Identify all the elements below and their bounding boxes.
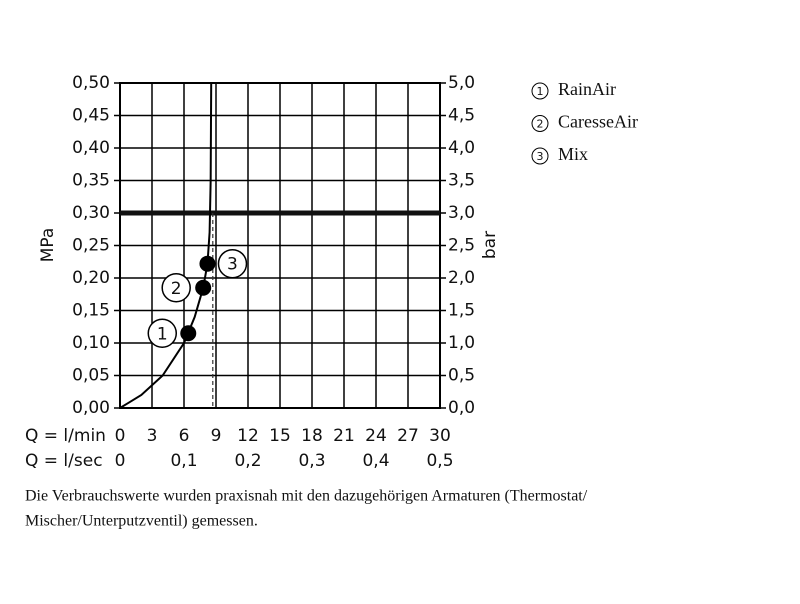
legend-label: CaresseAir: [558, 112, 638, 132]
legend-marker: [531, 82, 549, 100]
y2-tick-label: 2,5: [448, 236, 475, 256]
x-tick-label: 18: [301, 426, 323, 446]
legend-label: RainAir: [558, 79, 616, 99]
legend-marker-label: 3: [537, 150, 544, 163]
y2-tick-label: 1,5: [448, 301, 475, 321]
y2-tick-label: 1,0: [448, 333, 475, 353]
x2-tick-label: 0,2: [234, 451, 261, 471]
point-label: 1: [157, 324, 168, 344]
y-tick-label: 0,30: [72, 203, 110, 223]
x-tick-label: 27: [397, 426, 419, 446]
curve: [119, 82, 213, 409]
y-tick-label: 0,50: [72, 73, 110, 93]
x2-axis-label: Q = l/sec: [25, 451, 103, 471]
y-tick-label: 0,00: [72, 398, 110, 418]
point-label-circle: [161, 273, 191, 303]
x2-tick-label: 0,1: [170, 451, 197, 471]
y-tick-label: 0,05: [72, 366, 110, 386]
x-tick-label: 9: [211, 426, 222, 446]
y2-axis-label: bar: [480, 231, 500, 259]
x-tick-label: 24: [365, 426, 387, 446]
x2-tick-label: 0: [115, 451, 126, 471]
y-tick-label: 0,45: [72, 106, 110, 126]
y2-tick-label: 3,0: [448, 203, 475, 223]
legend-marker-label: 1: [537, 85, 544, 98]
y-axis-label: MPa: [38, 228, 58, 263]
x2-tick-label: 0,5: [426, 451, 453, 471]
y2-tick-label: 2,0: [448, 268, 475, 288]
y-tick-label: 0,40: [72, 138, 110, 158]
point-label: 2: [171, 279, 182, 299]
point-label-circle: [147, 318, 178, 348]
x-tick-label: 21: [333, 426, 355, 446]
legend-marker: [531, 147, 549, 165]
x-tick-label: 3: [147, 426, 158, 446]
x-tick-label: 0: [115, 426, 126, 446]
footnote: Mischer/Unterputzventil) gemessen.: [25, 513, 258, 530]
x-axis-label: Q = l/min: [25, 426, 106, 446]
y-tick-label: 0,10: [72, 333, 110, 353]
legend-label: Mix: [558, 144, 588, 164]
y2-tick-label: 0,0: [448, 398, 475, 418]
y2-tick-label: 5,0: [448, 73, 475, 93]
point: [195, 279, 212, 296]
x2-tick-label: 0,4: [362, 451, 389, 471]
legend-marker-label: 2: [537, 118, 544, 131]
y-tick-label: 0,25: [72, 236, 110, 256]
y2-tick-label: 3,5: [448, 171, 475, 191]
y-tick-label: 0,35: [72, 171, 110, 191]
y2-tick-label: 0,5: [448, 366, 475, 386]
y2-tick-label: 4,0: [448, 138, 475, 158]
point: [180, 325, 197, 342]
x-tick-label: 12: [237, 426, 259, 446]
x-tick-label: 30: [429, 426, 451, 446]
x-tick-label: 6: [179, 426, 190, 446]
plot-frame: [119, 82, 441, 409]
point-label-circle: [217, 248, 248, 279]
point-label: 3: [227, 255, 238, 275]
x2-tick-label: 0,3: [298, 451, 325, 471]
point: [199, 255, 216, 272]
y2-tick-label: 4,5: [448, 106, 475, 126]
y-tick-label: 0,20: [72, 268, 110, 288]
y-tick-label: 0,15: [72, 301, 110, 321]
legend-marker: [531, 115, 549, 132]
x-tick-label: 15: [269, 426, 291, 446]
footnote: Die Verbrauchswerte wurden praxisnah mit…: [25, 488, 588, 505]
